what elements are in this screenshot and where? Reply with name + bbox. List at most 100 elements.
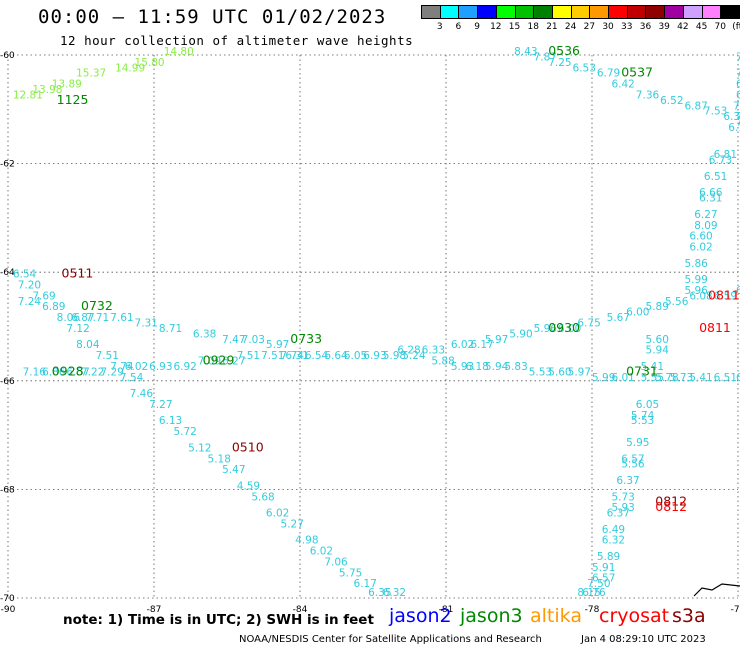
swh-value: 6.02 (266, 508, 289, 520)
sat-legend-jason2: jason2 (389, 605, 452, 627)
swh-value: 7.61 (110, 312, 133, 324)
swh-value: 6.89 (42, 301, 65, 313)
swh-value: 6.79 (597, 68, 620, 80)
swh-value: 5.47 (222, 464, 245, 476)
swh-value: 5.67 (607, 312, 630, 324)
swh-value: 6.57 (621, 453, 644, 465)
pass-time-label: 0812 (655, 494, 687, 509)
swh-value: 6.54 (13, 269, 37, 281)
pass-time-label: 0732 (81, 298, 113, 313)
swh-value: 7.74 (281, 350, 305, 362)
pass-time-label: 0811 (708, 287, 740, 302)
legend-label: (ft) (732, 22, 740, 32)
lat-tick-label: -68 (0, 485, 15, 495)
swh-value: 8.04 (76, 339, 100, 351)
lon-tick-label: -84 (293, 605, 308, 615)
swh-value: 5.93 (451, 361, 474, 373)
swh-value: 12.81 (13, 89, 43, 101)
legend-label: 42 (677, 22, 689, 32)
swh-value: 6.02 (125, 361, 148, 373)
swh-value: 6.49 (602, 524, 625, 536)
swh-value: 7.51 (237, 350, 260, 362)
swh-value: 6.57 (592, 573, 615, 585)
swh-value: 5.89 (646, 301, 669, 313)
page-subtitle: 12 hour collection of altimeter wave hei… (60, 33, 414, 48)
swh-value: 7.31 (135, 318, 158, 330)
swh-value: 7.09 (198, 356, 221, 368)
legend-label: 36 (639, 22, 652, 32)
swh-value: 5.56 (621, 459, 645, 471)
swh-value: 5.94 (646, 345, 670, 357)
swh-value: 7.31 (736, 111, 740, 123)
pass-time-labels: 1125 0536 0537 0511 0732 0733 0930 0811 0811 0929… (52, 43, 740, 514)
swh-value: 7.77 (736, 51, 740, 63)
swh-value: 5.73 (611, 491, 634, 503)
swh-value: 8.43 (514, 46, 537, 58)
pass-time-label: 1125 (57, 92, 89, 107)
swh-value: 6.76 (582, 587, 606, 599)
swh-value: 7.25 (548, 57, 571, 69)
swh-value: 6.92 (173, 361, 196, 373)
swh-value: 6.75 (577, 318, 600, 330)
lon-tick-label: -90 (1, 605, 16, 615)
swh-value: 5.89 (597, 551, 620, 563)
legend-label: 12 (490, 22, 502, 32)
swh-value: 7.50 (587, 578, 610, 590)
swh-value: 6.27 (694, 209, 717, 221)
swh-value: 5.97 (568, 366, 591, 378)
swh-value: 6.37 (616, 475, 639, 487)
sat-legend-cryosat: cryosat (599, 605, 670, 627)
swh-value: 6.31 (699, 193, 722, 205)
swh-value: 5.96 (534, 323, 558, 335)
legend-label: 15 (508, 22, 521, 32)
swh-value: 6.87 (71, 312, 94, 324)
swh-value: 5.83 (504, 361, 527, 373)
swh-value: 6.17 (470, 339, 493, 351)
lon-tick-label: -78 (585, 605, 600, 615)
swh-value: 6.51 (704, 171, 727, 183)
swh-value: 4.98 (295, 535, 318, 547)
legend-label: 21 (546, 22, 558, 32)
swh-value: 7.12 (66, 323, 89, 335)
swh-value: 6.32 (602, 535, 625, 547)
swh-value: 7.71 (86, 312, 109, 324)
swh-value: 5.78 (655, 372, 678, 384)
legend-swatch (720, 5, 740, 19)
swh-value: 6.07 (736, 285, 740, 297)
swh-value: 5.99 (592, 372, 615, 384)
swh-value: 5.12 (188, 442, 211, 454)
swh-value: 7.29 (100, 366, 123, 378)
swh-value: 7.47 (222, 334, 245, 346)
swh-value: 6.15 (736, 79, 740, 91)
swh-value: 7.46 (130, 388, 154, 400)
swh-value: 6.48 (736, 89, 740, 101)
swh-value: 6.01 (611, 372, 634, 384)
legend-label: 9 (474, 22, 480, 32)
swh-value: 7.53 (704, 106, 727, 118)
pass-time-label: 0733 (290, 331, 322, 346)
swh-value: 5.55 (641, 372, 664, 384)
swh-value: 5.91 (592, 562, 615, 574)
legend-label: 6 (455, 22, 462, 32)
swh-value: 14.80 (164, 46, 194, 58)
legend-label: 33 (621, 22, 633, 32)
swh-value: 5.75 (339, 567, 362, 579)
axis-ticks: -90 -87 -84 -81 -78 -75 -60 -62 -64 -66 -68 -70 (0, 51, 740, 615)
swh-value: 7.73 (736, 68, 740, 80)
swh-value: 6.05 (344, 350, 367, 362)
pass-time-label: 0536 (548, 43, 580, 58)
swh-value: 5.18 (208, 453, 231, 465)
credit-line: NOAA/NESDIS Center for Satellite Applica… (239, 634, 542, 645)
swh-value: 6.18 (465, 361, 488, 373)
swh-value: 5.27 (281, 518, 304, 530)
swh-value: 6.30 (723, 111, 740, 123)
swh-value: 5.98 (383, 350, 406, 362)
pass-time-label: 0930 (548, 320, 580, 335)
swh-value: 5.72 (173, 426, 196, 438)
legend-label: 3 (436, 22, 443, 32)
swh-value: 6.13 (159, 415, 182, 427)
swh-value: 5.99 (684, 274, 707, 286)
lat-tick-label: -60 (0, 51, 15, 61)
swh-value: 7.69 (32, 290, 55, 302)
swh-value: 7.36 (636, 89, 660, 101)
